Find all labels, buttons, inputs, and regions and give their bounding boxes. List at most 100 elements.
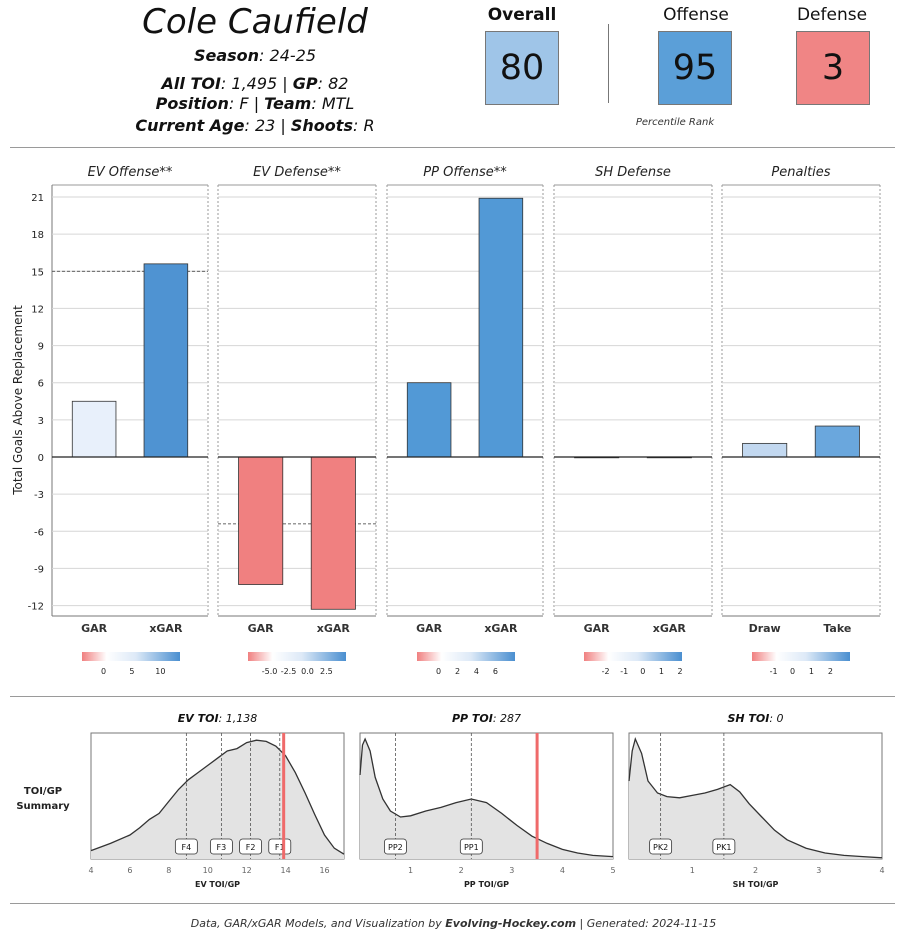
legend-color-bar: [752, 652, 850, 661]
gar-bar-chart: Total Goals Above Replacement21181512963…: [11, 165, 881, 676]
gp-value: 82: [328, 74, 349, 93]
bar: [814, 425, 860, 458]
shoots-label: Shoots: [290, 116, 353, 135]
x-tick-label: 2: [753, 866, 758, 875]
legend-tick: 4: [474, 667, 479, 676]
role-label: PK1: [716, 843, 731, 852]
overall-rank-box: 80: [485, 31, 559, 105]
x-tick-label: 5: [610, 866, 615, 875]
legend-tick: -1: [770, 667, 778, 676]
player-name: Cole Caufield: [142, 2, 368, 42]
legend-tick: 2: [828, 667, 833, 676]
x-tick-label: xGAR: [484, 622, 518, 635]
role-label: PP2: [388, 843, 403, 852]
legend-tick: -2: [602, 667, 610, 676]
legend-color-bar: [584, 652, 682, 661]
legend-tick: 2.5: [320, 667, 333, 676]
x-axis-title: SH TOI/GP: [733, 880, 779, 889]
panel-title: Penalties: [771, 165, 830, 180]
age-line: Current Age: 23 | Shoots: R: [135, 116, 375, 135]
legend-color-bar: [417, 652, 515, 661]
x-tick-label: 4: [879, 866, 884, 875]
legend-tick: 0: [790, 667, 795, 676]
row-label: Summary: [16, 801, 70, 812]
legend-tick: 10: [155, 667, 165, 676]
density-area: [629, 739, 882, 859]
x-tick-label: 1: [690, 866, 695, 875]
x-tick-label: 4: [88, 866, 93, 875]
bar-panel: EV Defense** GAR xGAR -5.0 -2.5 0.0 2.5: [217, 165, 377, 676]
footer-credit: Data, GAR/xGAR Models, and Visualization…: [0, 917, 907, 930]
footer-brand: Evolving-Hockey.com: [445, 917, 577, 930]
x-axis-title: EV TOI/GP: [195, 880, 240, 889]
y-tick-label: -12: [28, 602, 44, 613]
toi-panel: EV TOI: 1,138 F4 F3 F2 F1 4 6 8 10 12 14 16 EV TOI/G…: [88, 712, 345, 889]
offense-title: Offense: [663, 5, 729, 25]
legend-tick: 6: [493, 667, 498, 676]
x-tick-label: 8: [166, 866, 171, 875]
y-tick-label: 12: [31, 304, 44, 315]
overall-title: Overall: [487, 5, 557, 25]
density-area: [360, 739, 613, 859]
legend-tick: 2: [455, 667, 460, 676]
y-tick-label: -6: [34, 527, 44, 538]
role-label-box: [268, 838, 292, 855]
legend-color-bar: [82, 652, 180, 661]
role-label-box: [459, 838, 483, 855]
x-tick-label: GAR: [248, 622, 275, 635]
season-line: Season: 24-25: [193, 46, 317, 65]
defense-title: Defense: [796, 5, 868, 25]
density-line: [628, 737, 883, 859]
position-label: Position: [155, 94, 229, 113]
panel-title: SH Defense: [595, 165, 671, 180]
bar-panel: Penalties Draw Take -1 0 1 2: [721, 165, 881, 676]
bar: [143, 263, 189, 458]
role-label-box: [174, 838, 198, 855]
x-tick-label: 3: [509, 866, 514, 875]
bar-panel: EV Offense** GAR xGAR 0 5 10: [51, 165, 209, 676]
bar-panel: PP Offense** GAR xGAR 0 2 4 6: [386, 165, 544, 676]
percentile-caption: Percentile Rank: [635, 117, 715, 128]
position-value: F: [239, 94, 249, 113]
bar-panel: SH Defense GAR xGAR -2 -1 0 1 2: [553, 165, 713, 676]
toi-panel-title: SH TOI: 0: [727, 712, 783, 725]
x-tick-label: 14: [281, 866, 291, 875]
toi-value: 1,495: [231, 74, 278, 93]
team-label: Team: [264, 94, 312, 113]
legend-tick: 5: [129, 667, 134, 676]
y-tick-label: 3: [38, 416, 44, 427]
bar: [310, 456, 356, 610]
age-label: Current Age: [135, 116, 245, 135]
y-tick-label: 15: [31, 267, 44, 278]
offense-rank-box: 95: [658, 31, 732, 105]
team-value: MTL: [321, 94, 355, 113]
gp-label: GP: [292, 74, 318, 93]
y-tick-label: 21: [31, 193, 44, 204]
x-tick-label: Take: [823, 622, 851, 635]
y-tick-label: -9: [34, 564, 44, 575]
panel-title: EV Offense**: [88, 165, 173, 180]
header-divider: [10, 147, 895, 148]
legend-tick: 0: [101, 667, 106, 676]
legend-tick: 2: [677, 667, 682, 676]
role-label: F2: [246, 843, 256, 852]
footer-suffix: | Generated: 2024-11-15: [576, 917, 717, 930]
footer-divider: [10, 903, 895, 904]
season-value: 24-25: [269, 46, 317, 65]
role-label-box: [712, 838, 736, 855]
x-tick-label: xGAR: [653, 622, 687, 635]
y-tick-label: 18: [31, 230, 44, 241]
legend-tick: 1: [659, 667, 664, 676]
toi-density-chart: TOI/GP Summary EV TOI: 1,138 F4 F3 F2 F1 4 6 8 10 1…: [16, 712, 884, 889]
legend-tick: -5.0: [262, 667, 278, 676]
x-tick-label: 4: [560, 866, 565, 875]
panel-title: EV Defense**: [253, 165, 341, 180]
legend-tick: -1: [620, 667, 628, 676]
age-value: 23: [254, 116, 276, 135]
x-tick-label: 1: [408, 866, 413, 875]
rank-divider: [608, 24, 609, 103]
role-label-box: [239, 838, 262, 855]
y-tick-label: 9: [38, 342, 44, 353]
role-label-box: [384, 838, 407, 855]
role-label-box: [649, 838, 673, 855]
